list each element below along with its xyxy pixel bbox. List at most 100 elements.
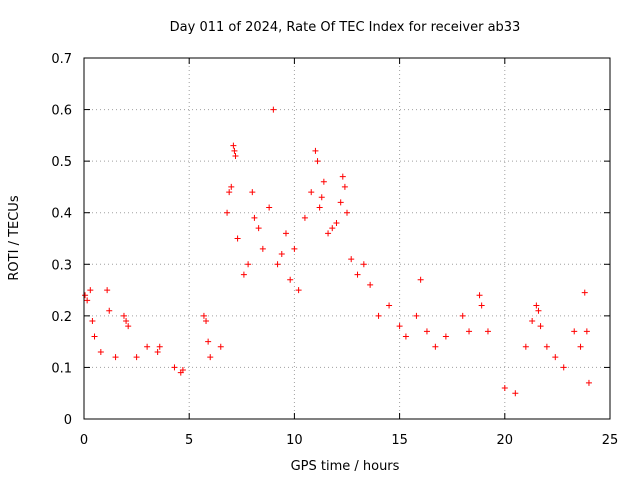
chart-title: Day 011 of 2024, Rate Of TEC Index for r… (170, 20, 521, 35)
data-point (230, 142, 237, 149)
x-axis-ticks: 0 5 10 15 20 25 (80, 58, 618, 448)
y-tick-label: 0 (64, 413, 72, 428)
data-point (89, 318, 96, 325)
x-tick-label: 10 (286, 433, 303, 448)
data-point (228, 183, 235, 190)
data-points (82, 106, 592, 397)
data-point (344, 209, 350, 216)
data-point (552, 354, 559, 361)
x-tick-label: 20 (497, 433, 514, 448)
data-point (226, 189, 233, 196)
data-point (529, 318, 536, 325)
data-point (84, 297, 91, 304)
data-point (533, 302, 540, 309)
data-point (104, 287, 111, 294)
y-tick-label: 0.1 (51, 361, 72, 376)
y-tick-label: 0.2 (51, 310, 72, 325)
data-point (97, 348, 104, 355)
y-axis-ticks: 0 0.1 0.2 0.3 0.4 0.5 0.6 0.7 (51, 52, 610, 428)
data-point (571, 328, 578, 335)
data-point (82, 292, 89, 299)
data-point (577, 343, 584, 350)
data-point (249, 189, 256, 196)
data-point (543, 343, 550, 350)
data-point (251, 214, 258, 221)
plot-frame (83, 57, 611, 420)
data-point (217, 343, 224, 350)
y-axis-label: ROTI / TECUs (7, 195, 22, 280)
data-point (402, 333, 409, 340)
data-point (112, 354, 119, 361)
y-tick-label: 0.5 (51, 155, 72, 170)
data-point (312, 147, 319, 154)
data-point (320, 178, 327, 185)
data-point (171, 364, 178, 371)
x-tick-label: 25 (602, 433, 619, 448)
data-point (316, 204, 323, 211)
data-point (91, 333, 98, 340)
data-point (144, 343, 151, 350)
data-point (535, 307, 542, 314)
data-point (585, 379, 592, 386)
data-point (291, 245, 298, 252)
x-tick-label: 0 (80, 433, 88, 448)
data-point (179, 367, 186, 374)
data-point (154, 348, 161, 355)
data-point (318, 194, 325, 201)
data-point (255, 225, 262, 232)
data-point (339, 173, 346, 180)
data-point (234, 235, 241, 242)
data-point (325, 230, 332, 237)
x-tick-label: 15 (391, 433, 408, 448)
data-point (232, 152, 239, 159)
data-point (341, 183, 348, 190)
data-point (360, 261, 367, 268)
data-point (133, 354, 140, 361)
data-point (231, 147, 238, 154)
data-point (282, 230, 289, 237)
data-point (259, 245, 266, 252)
data-point (337, 199, 344, 206)
data-point (367, 281, 374, 288)
y-tick-label: 0.7 (51, 52, 72, 67)
data-point (245, 261, 252, 268)
data-point (274, 261, 281, 268)
data-point (537, 323, 544, 330)
data-point (522, 343, 529, 350)
data-point (125, 323, 132, 330)
y-tick-label: 0.4 (51, 207, 72, 222)
data-point (396, 323, 403, 330)
data-point (413, 312, 420, 319)
data-point (348, 256, 355, 263)
grid-lines (84, 58, 610, 419)
data-point (123, 318, 130, 325)
data-point (466, 328, 473, 335)
data-point (512, 390, 519, 397)
data-point (484, 328, 491, 335)
data-point (156, 343, 163, 350)
data-point (205, 338, 212, 345)
data-point (375, 312, 382, 319)
data-point (417, 276, 424, 283)
data-point (207, 354, 214, 361)
data-point (314, 158, 321, 165)
data-point (560, 364, 567, 371)
y-tick-label: 0.3 (51, 258, 72, 273)
data-point (240, 271, 247, 278)
data-point (287, 276, 294, 283)
data-point (224, 209, 231, 216)
data-point (270, 106, 277, 113)
data-point (583, 328, 590, 335)
data-point (120, 312, 127, 319)
x-axis-label: GPS time / hours (291, 459, 400, 474)
data-point (308, 189, 315, 196)
data-point (200, 312, 207, 319)
data-point (301, 214, 308, 221)
data-point (354, 271, 361, 278)
data-point (432, 343, 439, 350)
data-point (106, 307, 113, 314)
data-point (386, 302, 393, 309)
data-point (476, 292, 483, 299)
